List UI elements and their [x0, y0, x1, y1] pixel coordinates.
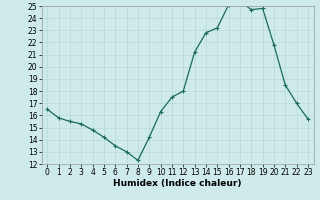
X-axis label: Humidex (Indice chaleur): Humidex (Indice chaleur) — [113, 179, 242, 188]
